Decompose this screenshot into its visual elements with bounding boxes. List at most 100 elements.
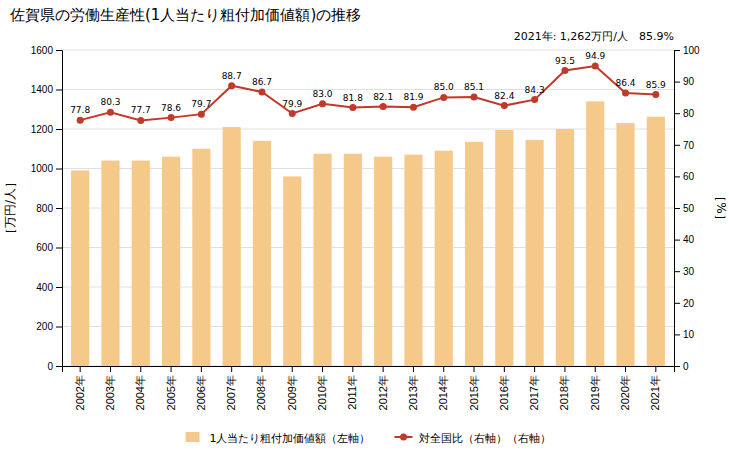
tick-label: 2005年 bbox=[165, 375, 177, 410]
marker bbox=[319, 100, 326, 107]
data-label: 93.5 bbox=[555, 56, 575, 66]
data-label: 83.0 bbox=[313, 89, 333, 99]
grid-line bbox=[62, 89, 674, 90]
tick: 2005年 bbox=[165, 366, 177, 410]
tick-label: 2004年 bbox=[134, 375, 146, 410]
tick-label: 10 bbox=[683, 329, 695, 340]
data-label: 84.3 bbox=[525, 85, 545, 95]
tick: 2018年 bbox=[558, 366, 570, 410]
tick-mark bbox=[56, 248, 62, 249]
tick: 1200 bbox=[31, 124, 62, 135]
tick-mark bbox=[352, 366, 353, 372]
grid-line bbox=[62, 50, 674, 51]
tick-mark bbox=[443, 366, 444, 372]
chart: 77.880.377.778.679.788.786.779.983.081.8… bbox=[0, 0, 729, 450]
tick-label: 1000 bbox=[31, 163, 54, 174]
tick-mark bbox=[534, 366, 535, 372]
data-label: 86.7 bbox=[252, 77, 272, 87]
tick-label: 50 bbox=[683, 203, 695, 214]
legend-label: 1人当たり粗付加価値額（左軸） bbox=[210, 432, 371, 445]
tick-label: 1200 bbox=[31, 124, 54, 135]
data-label: 85.0 bbox=[434, 82, 454, 92]
tick-label: 200 bbox=[36, 321, 53, 332]
tick-label: 600 bbox=[36, 242, 53, 253]
bar bbox=[526, 140, 544, 366]
tick-label: 1600 bbox=[31, 45, 54, 56]
bar bbox=[495, 130, 513, 366]
data-label: 82.1 bbox=[373, 92, 393, 102]
bar bbox=[132, 161, 150, 366]
tick-label: 2014年 bbox=[437, 375, 449, 410]
plot: 77.880.377.778.679.788.786.779.983.081.8… bbox=[31, 45, 700, 411]
legend: 1人当たり粗付加価値額（左軸） 対全国比（右軸）（右軸） bbox=[186, 432, 551, 445]
tick-label: 0 bbox=[47, 361, 53, 372]
tick-mark bbox=[674, 366, 680, 367]
tick: 2012年 bbox=[377, 366, 389, 410]
tick-label: 2015年 bbox=[468, 375, 480, 410]
tick-label: 2011年 bbox=[346, 375, 358, 410]
tick-mark bbox=[56, 327, 62, 328]
tick: 2003年 bbox=[104, 366, 116, 410]
bar bbox=[313, 154, 331, 366]
marker bbox=[198, 111, 205, 118]
data-label: 80.3 bbox=[100, 97, 120, 107]
tick-mark bbox=[171, 366, 172, 372]
tick: 80 bbox=[674, 108, 695, 119]
tick: 2016年 bbox=[498, 366, 510, 410]
tick-label: 2021年 bbox=[649, 375, 661, 410]
tick-mark bbox=[292, 366, 293, 372]
x-axis: 2002年2003年2004年2005年2006年2007年2008年2009年… bbox=[63, 366, 675, 410]
data-label: 82.4 bbox=[494, 91, 514, 101]
tick-mark bbox=[413, 366, 414, 372]
data-labels: 77.880.377.778.679.788.786.779.983.081.8… bbox=[70, 51, 666, 115]
y2-axis: 0102030405060708090100 bbox=[674, 45, 700, 372]
tick-label: 60 bbox=[683, 171, 695, 182]
tick-label: 2006年 bbox=[195, 375, 207, 410]
grid-line bbox=[62, 287, 674, 288]
tick-mark bbox=[56, 90, 62, 91]
legend-label: 対全国比（右軸）（右軸） bbox=[419, 432, 551, 445]
bar bbox=[344, 154, 362, 366]
tick: 400 bbox=[36, 282, 62, 293]
tick: 2017年 bbox=[528, 366, 540, 410]
grid-line bbox=[62, 168, 674, 169]
tick-mark bbox=[80, 366, 81, 372]
tick: 50 bbox=[674, 203, 695, 214]
tick-label: 30 bbox=[683, 266, 695, 277]
axis-line bbox=[56, 51, 63, 367]
tick: 70 bbox=[674, 140, 695, 151]
data-label: 94.9 bbox=[585, 51, 605, 61]
grid-line bbox=[62, 208, 674, 209]
tick-mark bbox=[322, 366, 323, 372]
data-label: 79.7 bbox=[191, 99, 211, 109]
tick-mark bbox=[474, 366, 475, 372]
bar bbox=[101, 161, 119, 366]
tick: 800 bbox=[36, 203, 62, 214]
data-label: 77.7 bbox=[131, 105, 151, 115]
bar bbox=[616, 123, 634, 366]
data-label: 81.9 bbox=[403, 92, 423, 102]
tick-label: 70 bbox=[683, 140, 695, 151]
tick-mark bbox=[56, 208, 62, 209]
tick-label: 800 bbox=[36, 203, 53, 214]
tick-mark bbox=[110, 366, 111, 372]
tick-label: 2013年 bbox=[407, 375, 419, 410]
tick-label: 1400 bbox=[31, 84, 54, 95]
marker bbox=[440, 94, 447, 101]
marker bbox=[380, 103, 387, 110]
axis-line bbox=[675, 51, 681, 367]
tick-mark bbox=[56, 129, 62, 130]
legend-item: 1人当たり粗付加価値額（左軸） bbox=[186, 432, 371, 445]
tick-mark bbox=[56, 287, 62, 288]
tick: 2020年 bbox=[619, 366, 631, 410]
tick-mark bbox=[261, 366, 262, 372]
bar bbox=[374, 157, 392, 366]
legend-item: 対全国比（右軸）（右軸） bbox=[395, 432, 551, 445]
tick-label: 2012年 bbox=[377, 375, 389, 410]
tick: 600 bbox=[36, 242, 62, 253]
bar bbox=[435, 151, 453, 366]
tick: 2006年 bbox=[195, 366, 207, 410]
tick: 1000 bbox=[31, 163, 62, 174]
tick-label: 0 bbox=[683, 361, 689, 372]
tick-mark bbox=[56, 50, 62, 51]
